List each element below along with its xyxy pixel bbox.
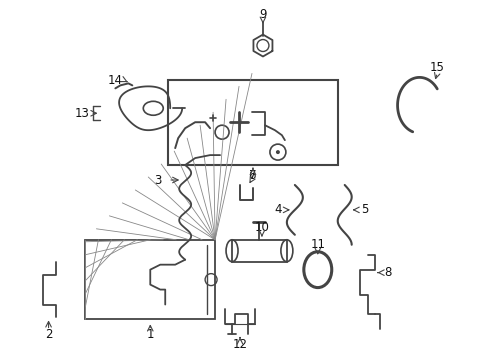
Text: 14: 14 (108, 74, 122, 87)
Bar (168, 80, 337, 165)
Text: 8: 8 (383, 266, 390, 279)
Text: 5: 5 (360, 203, 367, 216)
Text: 12: 12 (232, 338, 247, 351)
Text: 11: 11 (310, 238, 325, 251)
Text: 1: 1 (146, 328, 154, 341)
Bar (232, 240, 286, 262)
Text: 9: 9 (259, 8, 266, 21)
Text: 4: 4 (274, 203, 281, 216)
Text: 3: 3 (154, 174, 162, 186)
Text: 13: 13 (75, 107, 90, 120)
Text: 15: 15 (429, 61, 444, 74)
Text: 2: 2 (45, 328, 52, 341)
Text: 6: 6 (248, 168, 255, 181)
Text: 10: 10 (254, 221, 269, 234)
Text: 7: 7 (249, 168, 256, 181)
Bar (85, 240, 215, 319)
Circle shape (275, 150, 279, 154)
